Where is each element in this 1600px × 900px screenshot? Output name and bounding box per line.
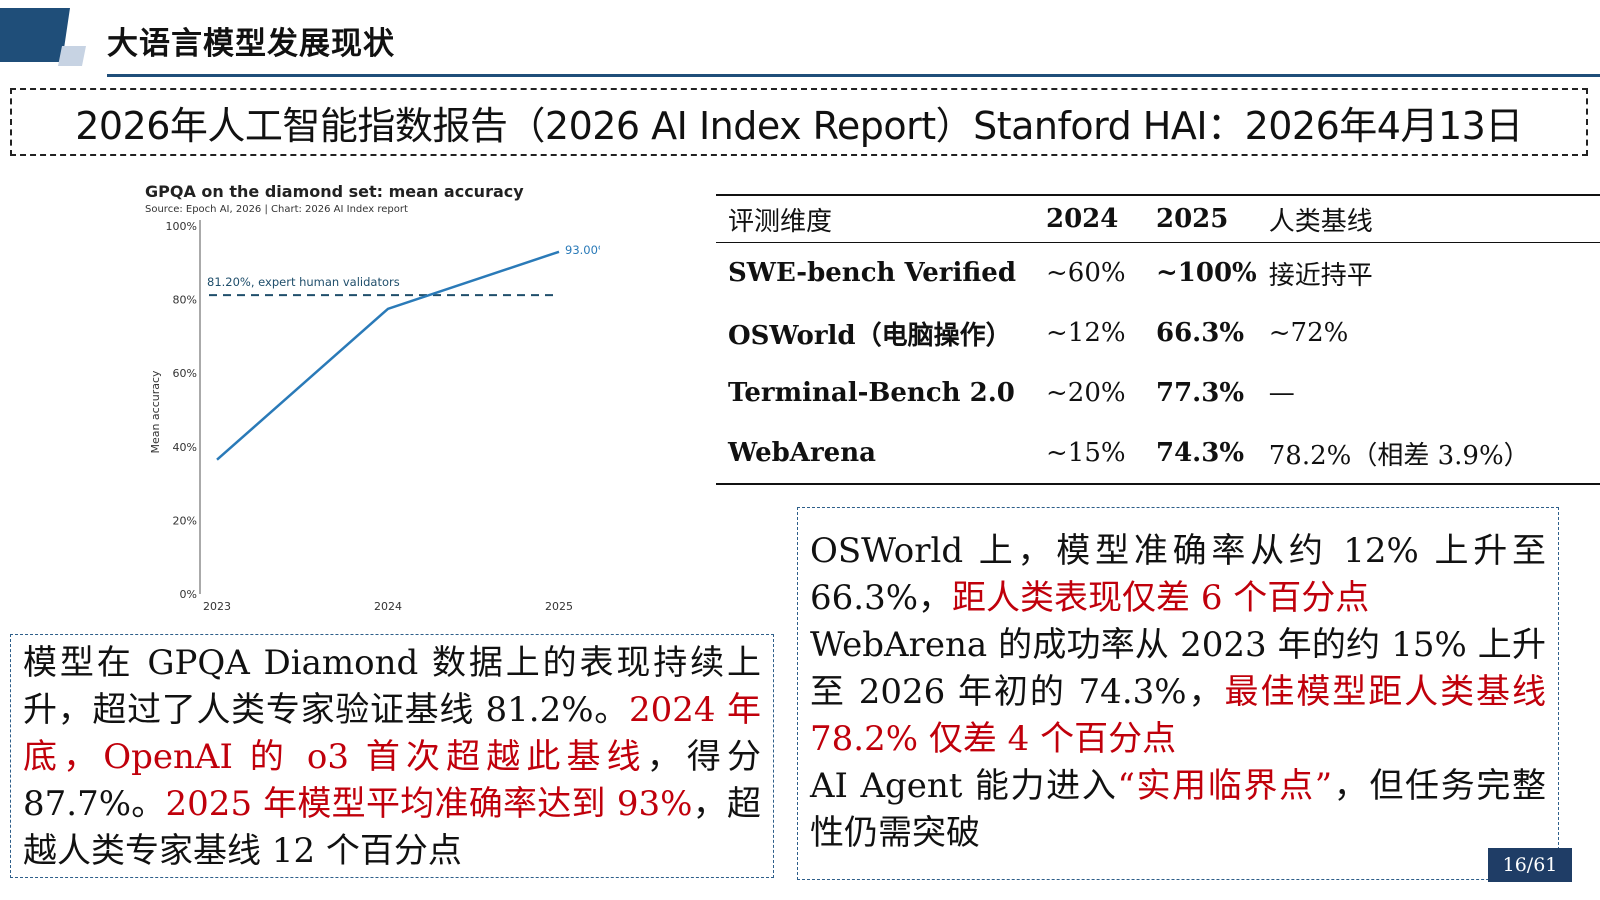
score-2025: 66.3% xyxy=(1156,318,1245,348)
header-rule xyxy=(107,74,1600,77)
chart-end-value-label: 93.00% xyxy=(565,243,600,257)
chart-y-tick-label: 20% xyxy=(173,514,197,527)
table-header-row: 评测维度 2024 2025 人类基线 xyxy=(716,195,1600,243)
note-text: AI Agent 能力进入 xyxy=(810,766,1118,806)
note-text: ，超越人类专家基线 12 个百分点 xyxy=(23,784,762,871)
note-text: ，得分 87.7%。 xyxy=(23,737,761,824)
chart-y-tick-label: 80% xyxy=(173,294,197,307)
score-2024: ~60% xyxy=(1046,258,1126,288)
table-row: OSWorld（电脑操作） ~12% 66.3% ~72% xyxy=(716,303,1600,363)
table-row: WebArena ~15% 74.3% 78.2%（相差 3.9%） xyxy=(716,423,1600,484)
human-baseline: 接近持平 xyxy=(1268,260,1373,291)
table-row: SWE-bench Verified ~60% ~100% 接近持平 xyxy=(716,243,1600,304)
score-2025: 74.3% xyxy=(1156,438,1245,468)
header-human-baseline: 人类基线 xyxy=(1268,206,1373,237)
slide-title: 大语言模型发展现状 xyxy=(107,26,395,62)
human-baseline: 78.2%（相差 3.9%） xyxy=(1268,440,1530,471)
chart-y-tick-label: 40% xyxy=(173,441,197,454)
benchmark-name: WebArena xyxy=(728,438,876,468)
chart-y-tick-label: 0% xyxy=(180,588,197,601)
agent-summary-note: OSWorld 上，模型准确率从约 12% 上升至 66.3%，距人类表现仅差 … xyxy=(797,507,1559,880)
brand-logo xyxy=(0,8,88,66)
human-baseline: ~72% xyxy=(1268,318,1349,348)
score-2024: ~12% xyxy=(1046,318,1126,348)
note-text: WebArena 的成功率从 2023 年的约 15% 上升至 2026 年初的… xyxy=(810,625,1546,712)
gpqa-chart: GPQA on the diamond set: mean accuracy S… xyxy=(140,176,600,620)
note-text: OSWorld 上，模型准确率从约 12% 上升至 66.3%， xyxy=(810,531,1546,618)
score-2025: ~100% xyxy=(1156,258,1257,288)
note-text: ，但任务完整性仍需突破 xyxy=(810,766,1546,853)
chart-series-line xyxy=(216,250,560,461)
note-highlight: 最佳模型距人类基线 78.2% 仅差 4 个百分点 xyxy=(810,672,1546,759)
header-dimension: 评测维度 xyxy=(728,206,833,237)
chart-subtitle: Source: Epoch AI, 2026 | Chart: 2026 AI … xyxy=(145,204,408,215)
note-highlight: “实用临界点” xyxy=(1117,766,1333,806)
note-highlight: 距人类表现仅差 6 个百分点 xyxy=(952,578,1370,618)
chart-y-tick-label: 100% xyxy=(166,220,197,233)
chart-y-tick-label: 60% xyxy=(173,367,197,380)
human-baseline: — xyxy=(1268,378,1295,408)
chart-reference-label: 81.20%, expert human validators xyxy=(207,275,400,289)
header-2024: 2024 xyxy=(1046,204,1119,234)
benchmark-name: OSWorld（电脑操作） xyxy=(728,320,1012,351)
report-banner: 2026年人工智能指数报告（2026 AI Index Report）Stanf… xyxy=(10,88,1588,156)
note-highlight: 2025 年模型平均准确率达到 93% xyxy=(165,784,693,824)
chart-y-axis-label: Mean accuracy xyxy=(149,370,162,454)
gpqa-chart-svg: GPQA on the diamond set: mean accuracy S… xyxy=(145,182,600,613)
gpqa-summary-note: 模型在 GPQA Diamond 数据上的表现持续上升，超过了人类专家验证基线 … xyxy=(10,634,774,878)
table-row: Terminal-Bench 2.0 ~20% 77.3% — xyxy=(716,363,1600,423)
chart-x-tick-label: 2025 xyxy=(545,600,573,613)
header-2025: 2025 xyxy=(1156,204,1229,234)
chart-title: GPQA on the diamond set: mean accuracy xyxy=(145,182,524,201)
benchmark-name: SWE-bench Verified xyxy=(728,258,1017,288)
benchmark-name: Terminal-Bench 2.0 xyxy=(728,378,1015,408)
score-2025: 77.3% xyxy=(1156,378,1245,408)
benchmark-table: 评测维度 2024 2025 人类基线 SWE-bench Verified ~… xyxy=(716,194,1600,485)
score-2024: ~15% xyxy=(1046,438,1126,468)
chart-x-tick-label: 2023 xyxy=(203,600,231,613)
chart-x-tick-label: 2024 xyxy=(374,600,402,613)
page-number: 16/61 xyxy=(1488,848,1572,882)
score-2024: ~20% xyxy=(1046,378,1126,408)
note-highlight: 2024 年底，OpenAI 的 o3 首次超越此基线 xyxy=(23,690,761,777)
note-text: 模型在 GPQA Diamond 数据上的表现持续上升，超过了人类专家验证基线 … xyxy=(23,643,761,730)
